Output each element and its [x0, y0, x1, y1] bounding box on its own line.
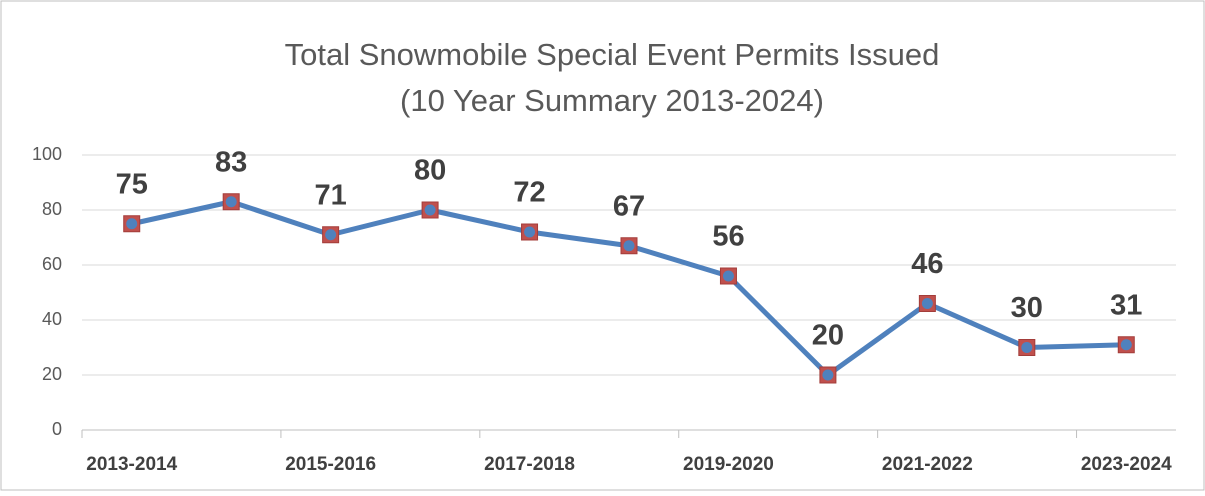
data-label: 75 [116, 168, 148, 200]
marker-dot [1021, 342, 1033, 353]
data-label: 80 [414, 155, 446, 187]
point [421, 201, 439, 219]
point [322, 226, 340, 244]
marker-dot [722, 270, 734, 282]
x-tick-label: 2015-2016 [285, 454, 376, 475]
data-label: 20 [812, 320, 844, 352]
x-tick-label: 2023-2024 [1081, 454, 1172, 475]
marker-dot [921, 298, 933, 309]
point [918, 295, 936, 312]
point [719, 267, 737, 285]
marker-dot [325, 229, 337, 241]
point [521, 223, 539, 241]
marker-dot [424, 204, 436, 216]
data-label: 72 [513, 177, 545, 209]
y-tick-label: 100 [32, 144, 62, 164]
y-tick-label: 60 [42, 254, 62, 274]
data-label: 83 [215, 146, 247, 178]
marker-dot [623, 240, 635, 252]
point [222, 193, 240, 211]
marker-dot [1120, 339, 1132, 351]
point [123, 215, 141, 233]
data-label: 30 [1011, 292, 1043, 324]
chart-subtitle: (10 Year Summary 2013-2024) [400, 83, 824, 118]
data-label: 31 [1110, 289, 1142, 321]
point [819, 366, 837, 384]
marker-dot [126, 218, 138, 230]
y-tick-label: 20 [42, 364, 62, 384]
x-tick-label: 2021-2022 [882, 454, 973, 475]
point [1117, 336, 1135, 354]
data-label: 71 [315, 179, 347, 211]
marker-dot [524, 226, 536, 238]
marker-dot [225, 196, 237, 208]
y-tick-label: 0 [52, 419, 62, 439]
point [620, 237, 638, 255]
x-tick-label: 2013-2014 [86, 454, 177, 475]
y-tick-label: 80 [42, 199, 62, 219]
chart-title: Total Snowmobile Special Event Permits I… [285, 37, 940, 72]
data-label: 56 [712, 221, 744, 253]
marker-dot [822, 369, 834, 381]
data-label: 46 [911, 248, 943, 280]
data-label: 67 [613, 190, 645, 222]
y-tick-label: 40 [42, 309, 62, 329]
point [1018, 339, 1036, 356]
x-tick-label: 2019-2020 [683, 454, 774, 475]
x-tick-label: 2017-2018 [484, 454, 575, 475]
